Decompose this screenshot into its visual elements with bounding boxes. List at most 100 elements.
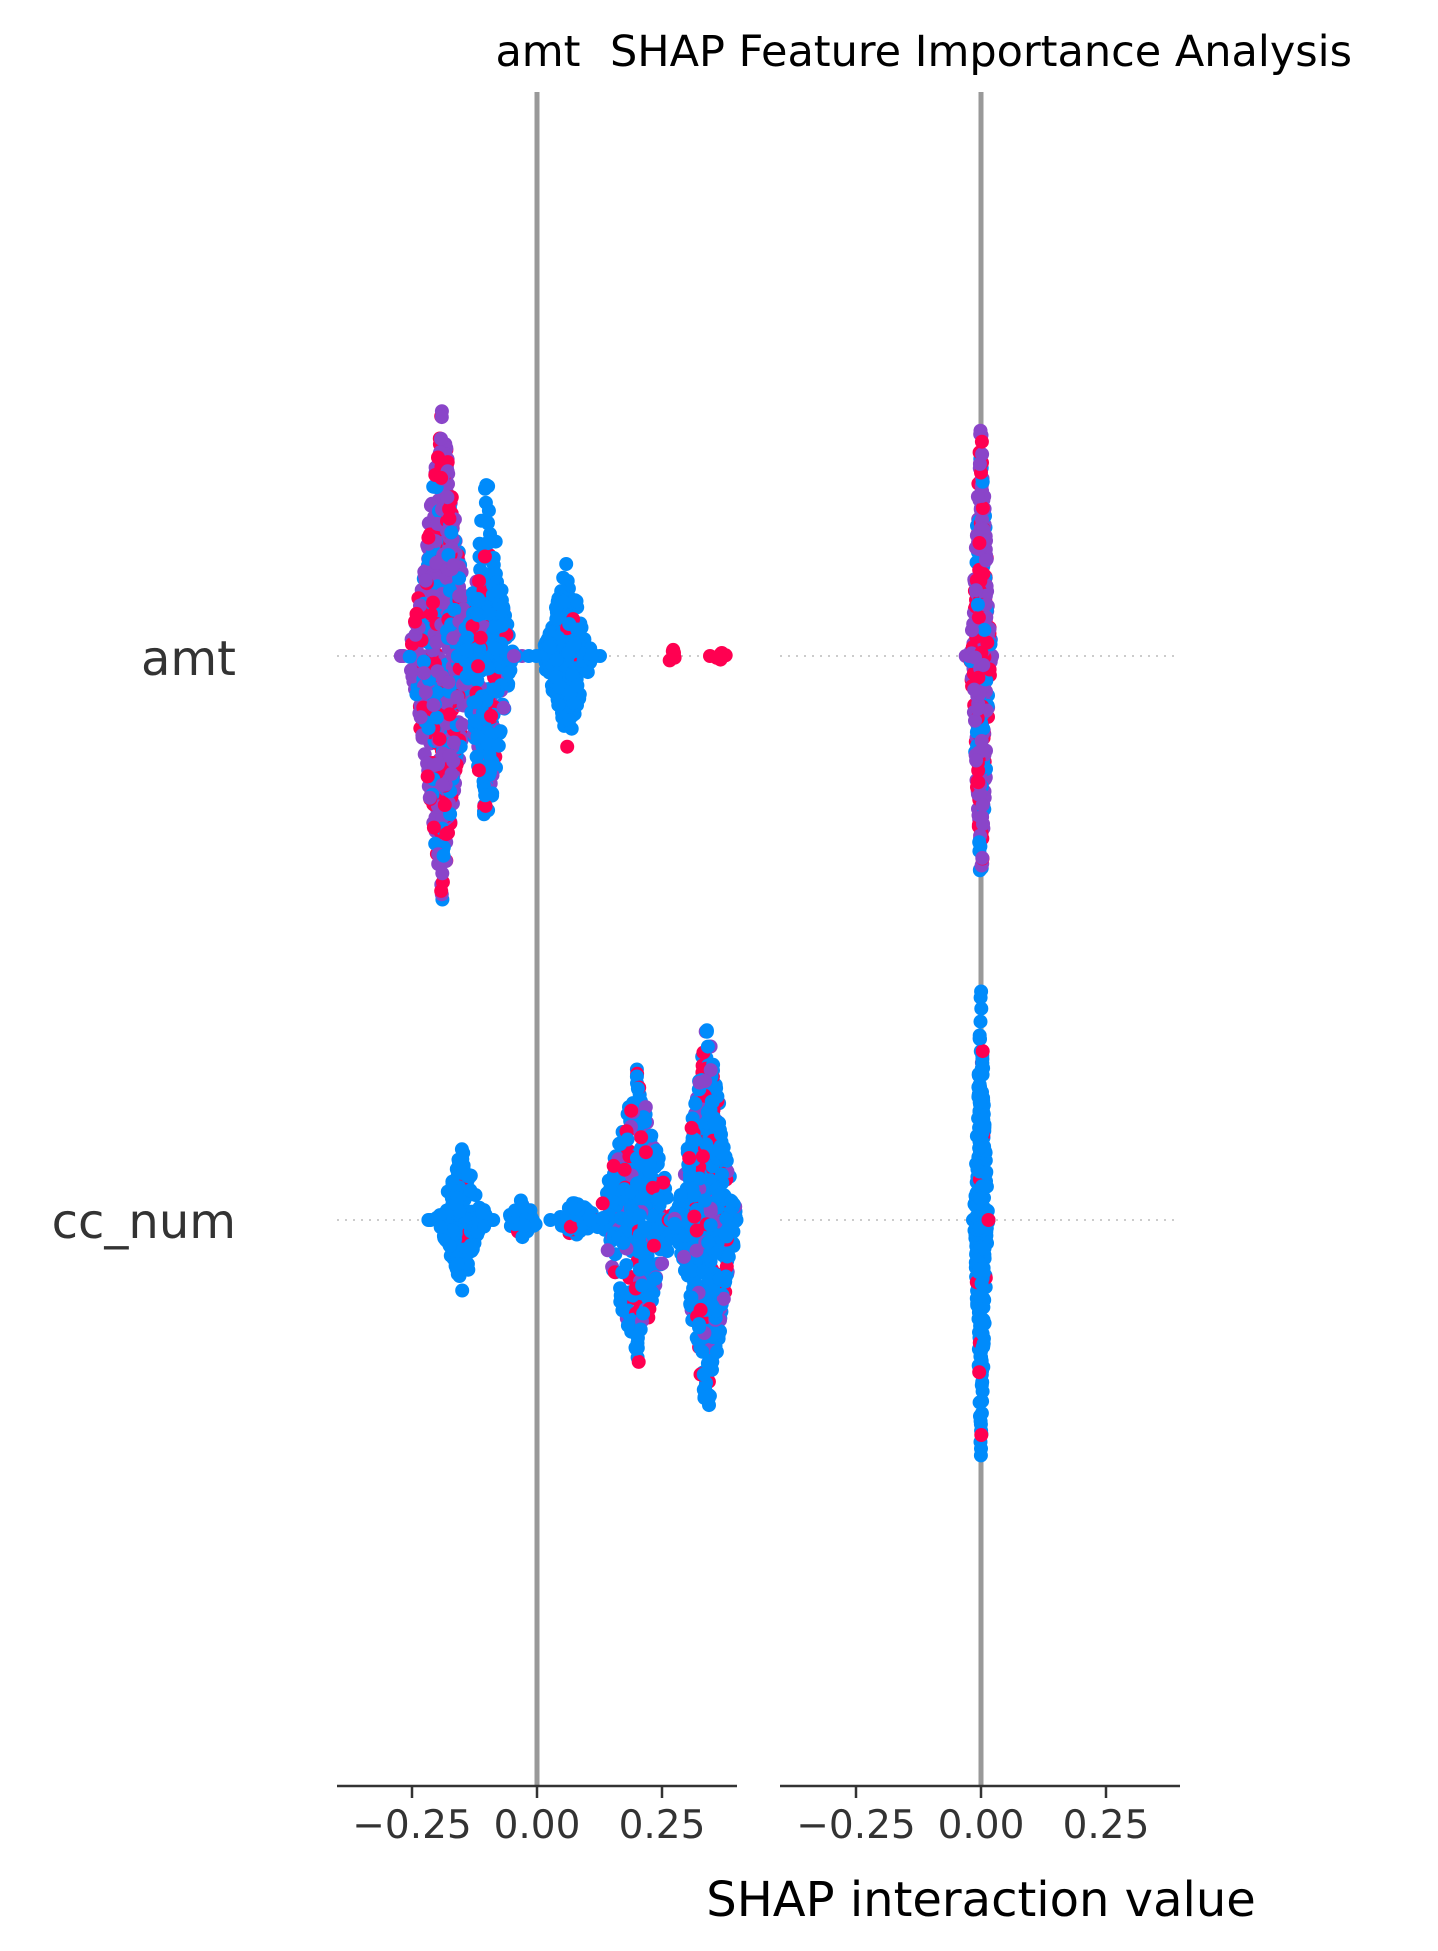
feature-label-cc-num: cc_num [52,1194,236,1250]
point-cc_num [619,1258,634,1273]
point-amt [435,778,450,793]
point-cc_num [667,1217,682,1231]
point-cc_num [515,1230,530,1245]
point-cc_num [972,1031,987,1046]
point-amt [542,639,557,654]
point-cc_num [684,1120,699,1135]
point-amt [709,650,724,665]
point-amt [496,700,511,715]
point-amt [974,434,989,449]
point-cc_num [977,1241,992,1256]
point-cc_num [528,1217,543,1232]
point-cc_num [450,1256,465,1271]
panel-title-amt: amt [495,27,580,77]
point-cc_num [563,1219,578,1234]
point-cc_num [613,1281,628,1296]
point-amt [972,457,987,471]
point-cc_num [632,1208,647,1223]
point-amt [969,573,984,588]
point-cc_num [973,1288,988,1303]
point-cc_num [645,1180,660,1195]
x-axis-ticks: −0.25 0.00 0.25 [796,1786,1149,1848]
x-tick-label: −0.25 [796,1803,916,1848]
point-cc_num [620,1132,635,1147]
point-cc_num [606,1158,621,1173]
point-cc_num [682,1167,697,1182]
point-cc_num [687,1209,702,1224]
point-cc_num [641,1291,656,1306]
x-tick-label: 0.25 [1063,1803,1150,1848]
point-amt [477,549,492,564]
point-amt [484,708,498,723]
point-cc_num [688,1133,703,1148]
point-amt [471,659,486,674]
point-cc_num [974,1276,989,1291]
panel-cc-num: −0.25 0.00 0.25 [780,92,1180,1848]
point-cc_num [642,1164,657,1179]
point-amt [495,618,509,633]
panel-amt: −0.25 0.00 0.25 [337,92,744,1848]
point-cc_num [464,1241,479,1256]
point-cc_num [517,1218,532,1233]
point-amt [580,665,595,680]
point-amt [562,617,577,631]
point-cc_num [973,1014,988,1029]
point-amt [460,630,475,645]
point-amt [479,694,494,708]
point-amt [968,650,982,665]
point-cc_num [703,1063,718,1078]
point-amt [567,637,582,651]
point-amt [495,599,510,614]
point-cc_num [629,1341,643,1356]
point-amt [444,525,459,540]
point-cc_num [709,1081,724,1096]
point-amt [481,535,496,550]
point-cc_num [689,1223,704,1238]
point-cc_num [508,1203,523,1218]
x-tick-label: 0.00 [494,1803,581,1848]
point-amt [965,623,979,638]
point-cc_num [600,1243,615,1258]
point-amt [420,769,435,784]
point-cc_num [463,1183,478,1198]
point-cc_num [981,1213,996,1227]
point-amt [441,825,455,840]
point-amt [975,798,990,813]
point-cc_num [543,1213,558,1227]
point-amt [442,511,457,526]
point-cc_num [973,1448,988,1463]
point-amt [529,649,544,663]
point-amt [472,574,486,589]
beeswarm-points [393,404,744,1413]
point-amt [481,479,496,494]
point-amt [562,713,577,728]
point-amt [570,678,585,693]
point-amt [971,610,986,625]
point-cc_num [976,1061,991,1076]
point-cc_num [714,1127,728,1142]
point-cc_num [974,1378,989,1393]
point-cc_num [701,1235,716,1250]
point-amt [491,738,506,753]
point-cc_num [595,1196,610,1211]
point-amt [970,597,985,612]
point-cc_num [974,1428,989,1442]
point-cc_num [718,1227,733,1242]
point-cc_num [629,1069,644,1084]
point-amt [428,836,443,851]
point-amt [975,850,990,865]
beeswarm-points [958,423,1000,1463]
point-cc_num [974,1001,989,1016]
point-cc_num [973,1191,988,1206]
point-amt [480,737,495,751]
point-amt [465,619,480,634]
point-amt [480,724,495,739]
point-cc_num [620,1318,635,1333]
point-cc_num [617,1162,632,1177]
point-amt [972,536,987,550]
point-cc_num [651,1192,666,1207]
point-amt [417,666,431,681]
point-cc_num [716,1291,731,1306]
point-cc_num [978,1166,993,1181]
point-amt [970,702,985,717]
